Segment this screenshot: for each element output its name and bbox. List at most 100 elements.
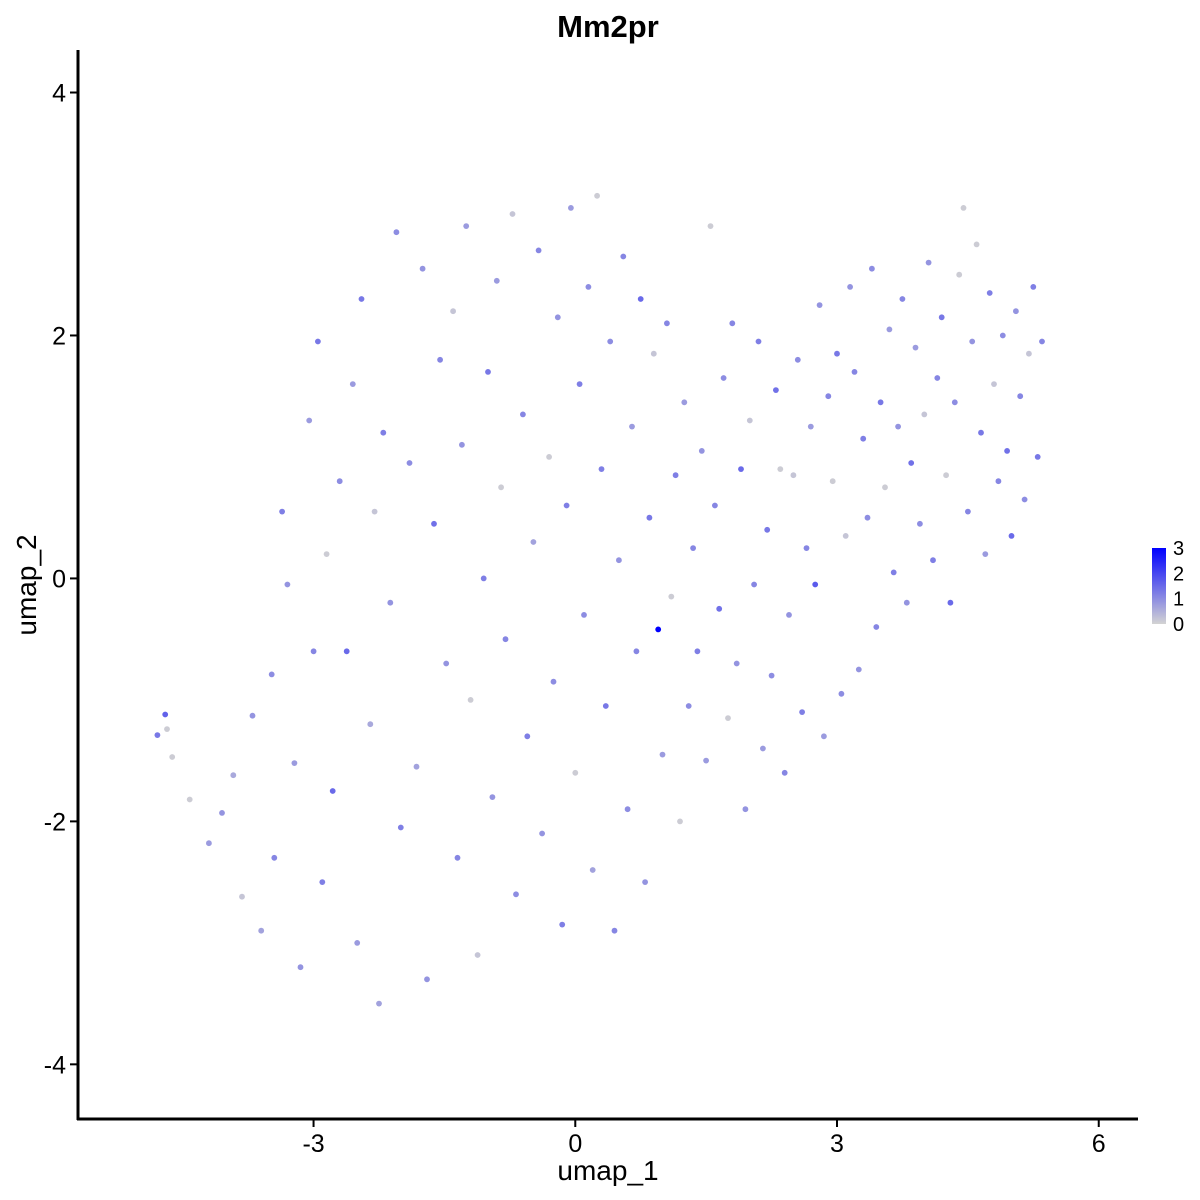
scatter-point (602, 703, 609, 709)
scatter-point (760, 745, 766, 752)
scatter-point (550, 678, 557, 685)
scatter-point (431, 520, 437, 527)
scatter-point (956, 271, 963, 278)
scatter-point (358, 296, 365, 302)
scatter-point (646, 514, 653, 521)
scatter-point (258, 927, 265, 934)
scatter-point (424, 976, 430, 983)
scatter-point (367, 721, 374, 728)
x-axis-ticks: -3 0 3 6 (302, 1119, 1106, 1158)
scatter-point (485, 369, 491, 375)
scatter-point (642, 879, 648, 885)
scatter-point (742, 806, 749, 813)
scatter-point (546, 454, 552, 460)
scatter-point (380, 429, 387, 436)
colorbar-tick-label: 3 (1173, 538, 1184, 560)
scatter-point (960, 205, 967, 211)
y-tick-label: -2 (44, 808, 66, 836)
scatter-point (1030, 284, 1037, 290)
scatter-point (829, 478, 836, 485)
scatter-point (239, 893, 245, 900)
scatter-point (698, 448, 705, 454)
scatter-point (803, 545, 810, 551)
scatter-point (513, 891, 519, 898)
scatter-point (1008, 533, 1015, 539)
scatter-point (716, 605, 723, 612)
scatter-point (576, 381, 583, 387)
scatter-point (589, 867, 596, 873)
x-tick-label: 3 (830, 1130, 844, 1158)
scatter-point (230, 772, 237, 779)
scatter-point (668, 593, 675, 600)
scatter-point (354, 940, 361, 946)
scatter-point (751, 581, 757, 588)
scatter-point (306, 417, 313, 424)
scatter-point (655, 626, 662, 633)
scatter-point (755, 338, 762, 345)
scatter-point (633, 648, 640, 655)
scatter-point (899, 296, 906, 302)
scatter-point (336, 478, 343, 485)
scatter-point (323, 551, 330, 557)
scatter-point (284, 581, 291, 588)
scatter-point (969, 338, 976, 345)
y-tick-label: 0 (52, 565, 66, 593)
scatter-point (812, 581, 819, 588)
scatter-point (376, 1000, 382, 1007)
scatter-point (387, 599, 394, 606)
scatter-point (343, 648, 350, 655)
scatter-point (886, 326, 893, 333)
scatter-point (973, 241, 980, 248)
scatter-point (611, 927, 618, 934)
colorbar-tick-label: 1 (1173, 589, 1184, 611)
scatter-point (934, 375, 941, 381)
scatter-point (982, 551, 989, 557)
scatter-point (162, 711, 169, 718)
scatter-point (847, 284, 853, 290)
scatter-point (995, 478, 1002, 485)
scatter-point (860, 435, 867, 442)
scatter-point (917, 520, 923, 527)
color-legend: 0 1 2 3 (1152, 538, 1184, 636)
scatter-point (794, 356, 801, 363)
scatter-point (450, 308, 456, 315)
scatter-point (498, 484, 504, 491)
scatter-point (807, 423, 814, 430)
scatter-point (164, 726, 170, 732)
scatter-point (554, 314, 561, 321)
scatter-point (419, 265, 426, 272)
scatter-point (413, 763, 420, 770)
scatter-point (834, 350, 840, 357)
scatter-point (291, 760, 298, 766)
scatter-point (297, 964, 304, 971)
x-axis-title: umap_1 (557, 1155, 658, 1186)
colorbar (1152, 548, 1166, 624)
scatter-point (965, 508, 971, 515)
scatter-point (986, 290, 993, 296)
scatter-point (629, 423, 635, 430)
scatter-point (310, 648, 317, 655)
scatter-point (581, 612, 587, 618)
scatter-point (329, 788, 336, 794)
scatter-point (1039, 338, 1045, 345)
x-tick-label: 6 (1092, 1130, 1106, 1158)
scatter-point (869, 265, 875, 272)
scatter-point (539, 830, 545, 837)
scatter-point (781, 769, 788, 776)
scatter-point (1017, 393, 1024, 400)
scatter-point (319, 879, 326, 885)
scatter-point (572, 769, 579, 776)
scatter-point (467, 697, 474, 703)
plot-title: Mm2pr (557, 9, 659, 44)
scatter-point (768, 672, 775, 679)
scatter-point (912, 344, 919, 351)
scatter-point (607, 338, 614, 345)
scatter-point (816, 302, 823, 308)
scatter-point (895, 423, 901, 430)
scatter-point (563, 502, 570, 509)
scatter-point (1004, 448, 1010, 454)
colorbar-tick-label: 0 (1173, 614, 1184, 636)
scatter-point (169, 754, 176, 760)
scatter-point (703, 757, 709, 764)
scatter-point (406, 460, 413, 466)
